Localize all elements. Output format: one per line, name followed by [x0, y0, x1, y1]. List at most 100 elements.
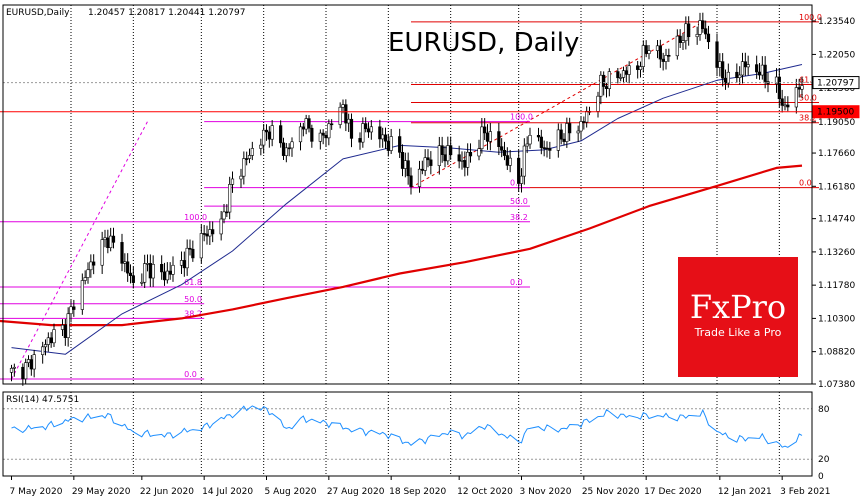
candle-body-184 — [740, 61, 745, 76]
price-badge-text-1: 1.19500 — [817, 108, 854, 118]
candle-body-22 — [100, 239, 104, 266]
candle-body-165 — [664, 55, 668, 62]
candle-body-38 — [162, 271, 167, 281]
candle-body-173 — [698, 20, 702, 35]
price-candles — [9, 12, 804, 386]
candle-body-31 — [131, 275, 135, 283]
fib-low-label-1: 61.8 — [184, 278, 202, 287]
header-texts: EURUSD,Daily 1.20457 1.20817 1.20441 1.20… — [6, 8, 579, 58]
logo-box — [678, 257, 798, 377]
rsi-tick-2: 0 — [818, 472, 824, 482]
candle-body-10 — [49, 337, 53, 344]
fib-top-label-2: 50.0 — [799, 94, 817, 103]
candle-body-160 — [644, 45, 648, 54]
price-panel-frame — [2, 4, 813, 385]
candle-body-2 — [21, 366, 25, 380]
candle-body-99 — [403, 160, 407, 169]
price-tick-label-3: 1.19050 — [818, 118, 855, 128]
candle-body-118 — [480, 126, 484, 150]
candle-body-92 — [378, 126, 382, 140]
candle-body-15 — [69, 306, 73, 315]
rsi-tick-1: 20 — [818, 455, 830, 465]
fib-top-label-1: 61.8 — [799, 76, 817, 85]
candle-body-33 — [143, 263, 147, 283]
candle-body-14 — [66, 313, 70, 338]
candle-body-21 — [92, 261, 96, 266]
candle-body-79 — [324, 134, 328, 139]
candle-body-62 — [259, 144, 263, 149]
candle-body-161 — [647, 50, 651, 54]
candle-body-107 — [437, 145, 441, 166]
candle-body-67 — [279, 125, 283, 144]
candle-body-40 — [168, 270, 172, 275]
candle-body-109 — [443, 154, 447, 162]
candle-body-72 — [298, 126, 303, 143]
candle-body-116 — [468, 151, 473, 157]
rsi-panel: 80 20 0 RSI(14) 47.5751 — [3, 395, 830, 482]
candle-body-59 — [245, 158, 249, 160]
candle-body-60 — [247, 155, 252, 159]
date-label-9: 25 Nov 2020 — [582, 487, 640, 497]
candle-body-77 — [318, 132, 322, 142]
candle-body-117 — [477, 148, 481, 157]
candle-body-179 — [721, 61, 725, 79]
candle-body-11 — [52, 329, 56, 344]
candle-body-28 — [123, 261, 127, 264]
fib-low-trendline — [11, 121, 148, 380]
candle-body-178 — [718, 61, 722, 68]
candle-body-145 — [585, 110, 589, 123]
candle-body-157 — [636, 65, 640, 70]
date-label-2: 22 Jun 2020 — [140, 487, 194, 497]
candle-body-23 — [103, 237, 107, 240]
candle-body-172 — [695, 34, 699, 38]
candle-body-126 — [508, 157, 512, 166]
candle-body-68 — [281, 142, 286, 156]
candle-body-197 — [794, 87, 798, 108]
candle-body-9 — [46, 337, 50, 345]
candle-body-159 — [641, 45, 645, 67]
candle-body-198 — [797, 87, 801, 90]
candle-body-57 — [239, 175, 243, 180]
candle-body-30 — [128, 272, 133, 276]
price-tick-label-9: 1.10300 — [818, 314, 855, 324]
candle-body-139 — [562, 138, 566, 142]
candle-body-51 — [211, 229, 215, 235]
candle-body-84 — [344, 104, 348, 124]
candle-body-97 — [398, 136, 402, 153]
candle-body-6 — [32, 354, 36, 370]
candle-body-42 — [179, 260, 184, 266]
candle-body-183 — [738, 74, 742, 79]
candle-body-171 — [687, 23, 691, 38]
price-tick-label-1: 1.22050 — [818, 50, 855, 60]
candle-body-50 — [208, 229, 212, 237]
candle-body-63 — [262, 129, 266, 146]
candle-body-90 — [366, 128, 371, 133]
fibonacci-levels: 100.0 61.8 50.0 38.2 0.0 100.0 0.0 50.0 38.2 0.0 1… — [0, 13, 822, 380]
candle-body-8 — [43, 344, 48, 348]
candle-body-74 — [304, 118, 308, 130]
candle-body-85 — [347, 118, 351, 124]
candle-body-142 — [576, 130, 580, 134]
candle-body-13 — [63, 324, 67, 338]
candle-body-5 — [29, 359, 33, 370]
candle-body-123 — [500, 146, 504, 151]
candle-body-102 — [417, 168, 422, 187]
candle-body-162 — [655, 45, 660, 51]
candle-body-137 — [556, 129, 560, 151]
candle-body-106 — [429, 159, 433, 166]
candle-body-168 — [678, 35, 682, 43]
candle-body-49 — [205, 233, 209, 237]
candle-body-189 — [760, 64, 764, 76]
candle-body-91 — [369, 126, 373, 133]
candle-body-154 — [621, 70, 626, 78]
fib-top-label-0: 100.0 — [799, 13, 822, 22]
fib-mid-label-0: 100.0 — [510, 113, 533, 122]
candle-body-153 — [619, 77, 623, 79]
candle-body-27 — [120, 242, 124, 264]
candle-body-78 — [321, 132, 325, 136]
candle-body-155 — [624, 70, 628, 75]
candle-body-98 — [400, 152, 405, 169]
date-label-12: 3 Feb 2021 — [780, 487, 830, 497]
ma200-line — [0, 164, 803, 327]
